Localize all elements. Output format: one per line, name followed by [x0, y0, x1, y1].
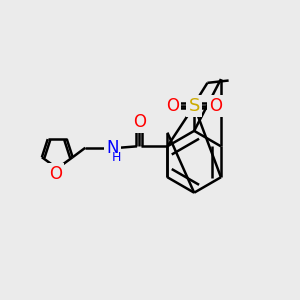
Text: O: O — [49, 165, 62, 183]
Text: O: O — [167, 97, 179, 115]
Text: N: N — [106, 139, 118, 157]
Text: H: H — [112, 151, 121, 164]
Text: S: S — [188, 97, 200, 115]
Text: O: O — [133, 113, 146, 131]
Text: O: O — [209, 97, 222, 115]
